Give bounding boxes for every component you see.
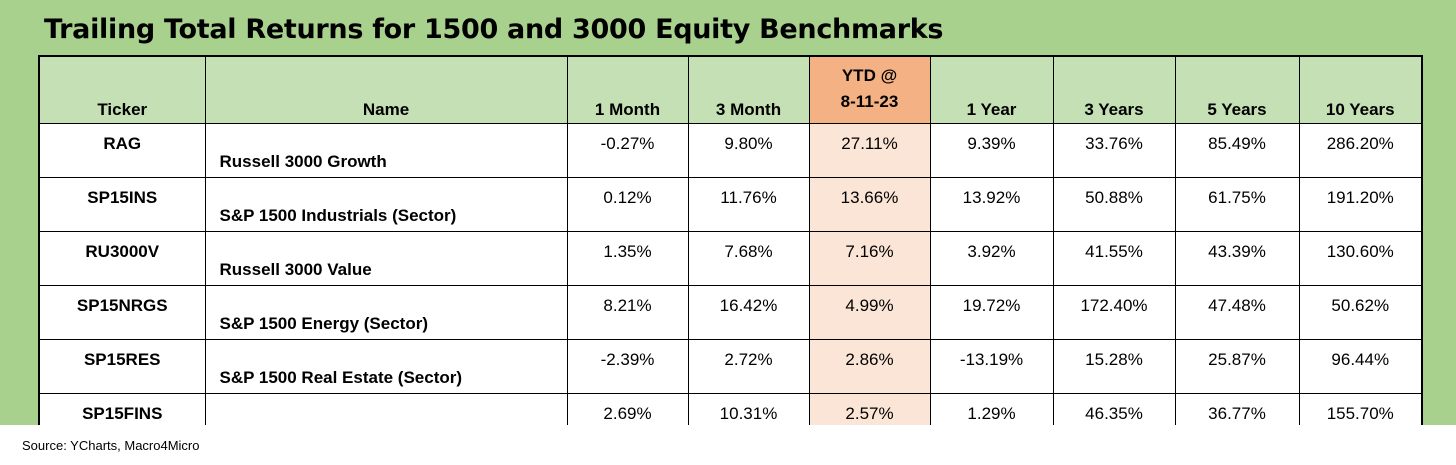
cell-3-month: 7.68% xyxy=(687,231,810,286)
col-ytd-line1: YTD @ xyxy=(841,65,898,85)
cell-5-years: 85.49% xyxy=(1174,123,1300,178)
cell-3-month: 2.72% xyxy=(687,339,810,394)
cell-1-year: -13.19% xyxy=(929,339,1054,394)
col-3-years: 3 Years xyxy=(1052,55,1176,124)
cell-3-years: 41.55% xyxy=(1052,231,1176,286)
cell-ticker: RU3000V xyxy=(38,231,206,286)
cell-ytd: 27.11% xyxy=(808,123,931,178)
cell-1-month: 0.12% xyxy=(566,177,689,232)
page-title: Trailing Total Returns for 1500 and 3000… xyxy=(44,14,944,45)
cell-ytd: 13.66% xyxy=(808,177,931,232)
cell-ticker: SP15RES xyxy=(38,339,206,394)
cell-1-month: 1.35% xyxy=(566,231,689,286)
col-5-years: 5 Years xyxy=(1174,55,1300,124)
table-row: RAG Russell 3000 Growth -0.27% 9.80% 27.… xyxy=(38,123,1423,178)
header-row: Ticker Name 1 Month 3 Month YTD @ 8-11-2… xyxy=(38,55,1423,124)
source-footer: Source: YCharts, Macro4Micro xyxy=(0,425,1456,465)
cell-5-years: 47.48% xyxy=(1174,285,1300,340)
cell-1-year: 3.92% xyxy=(929,231,1054,286)
returns-table: Ticker Name 1 Month 3 Month YTD @ 8-11-2… xyxy=(38,55,1423,449)
col-1-month: 1 Month xyxy=(566,55,689,124)
cell-name: S&P 1500 Real Estate (Sector) xyxy=(204,339,568,394)
cell-1-year: 19.72% xyxy=(929,285,1054,340)
cell-name: Russell 3000 Growth xyxy=(204,123,568,178)
cell-5-years: 61.75% xyxy=(1174,177,1300,232)
cell-ytd: 2.86% xyxy=(808,339,931,394)
cell-3-month: 16.42% xyxy=(687,285,810,340)
cell-10-years: 191.20% xyxy=(1298,177,1423,232)
cell-5-years: 25.87% xyxy=(1174,339,1300,394)
cell-name: Russell 3000 Value xyxy=(204,231,568,286)
col-name: Name xyxy=(204,55,568,124)
col-1-year: 1 Year xyxy=(929,55,1054,124)
cell-1-month: -0.27% xyxy=(566,123,689,178)
cell-ticker: RAG xyxy=(38,123,206,178)
cell-ytd: 4.99% xyxy=(808,285,931,340)
table-row: SP15INS S&P 1500 Industrials (Sector) 0.… xyxy=(38,177,1423,232)
table-row: SP15RES S&P 1500 Real Estate (Sector) -2… xyxy=(38,339,1423,394)
cell-10-years: 50.62% xyxy=(1298,285,1423,340)
cell-10-years: 286.20% xyxy=(1298,123,1423,178)
table-row: RU3000V Russell 3000 Value 1.35% 7.68% 7… xyxy=(38,231,1423,286)
cell-3-years: 15.28% xyxy=(1052,339,1176,394)
cell-1-month: -2.39% xyxy=(566,339,689,394)
cell-3-month: 9.80% xyxy=(687,123,810,178)
cell-1-year: 9.39% xyxy=(929,123,1054,178)
cell-10-years: 96.44% xyxy=(1298,339,1423,394)
col-ytd: YTD @ 8-11-23 xyxy=(808,55,931,124)
col-ticker: Ticker xyxy=(38,55,206,124)
cell-3-years: 50.88% xyxy=(1052,177,1176,232)
cell-3-years: 33.76% xyxy=(1052,123,1176,178)
table-row: SP15NRGS S&P 1500 Energy (Sector) 8.21% … xyxy=(38,285,1423,340)
cell-3-month: 11.76% xyxy=(687,177,810,232)
cell-3-years: 172.40% xyxy=(1052,285,1176,340)
cell-name: S&P 1500 Energy (Sector) xyxy=(204,285,568,340)
cell-ytd: 7.16% xyxy=(808,231,931,286)
source-note: Source: YCharts, Macro4Micro xyxy=(22,438,200,453)
cell-5-years: 43.39% xyxy=(1174,231,1300,286)
cell-ticker: SP15NRGS xyxy=(38,285,206,340)
cell-ticker: SP15INS xyxy=(38,177,206,232)
cell-1-month: 8.21% xyxy=(566,285,689,340)
cell-10-years: 130.60% xyxy=(1298,231,1423,286)
cell-1-year: 13.92% xyxy=(929,177,1054,232)
cell-name: S&P 1500 Industrials (Sector) xyxy=(204,177,568,232)
col-10-years: 10 Years xyxy=(1298,55,1423,124)
col-3-month: 3 Month xyxy=(687,55,810,124)
col-ytd-line2: 8-11-23 xyxy=(840,91,899,111)
